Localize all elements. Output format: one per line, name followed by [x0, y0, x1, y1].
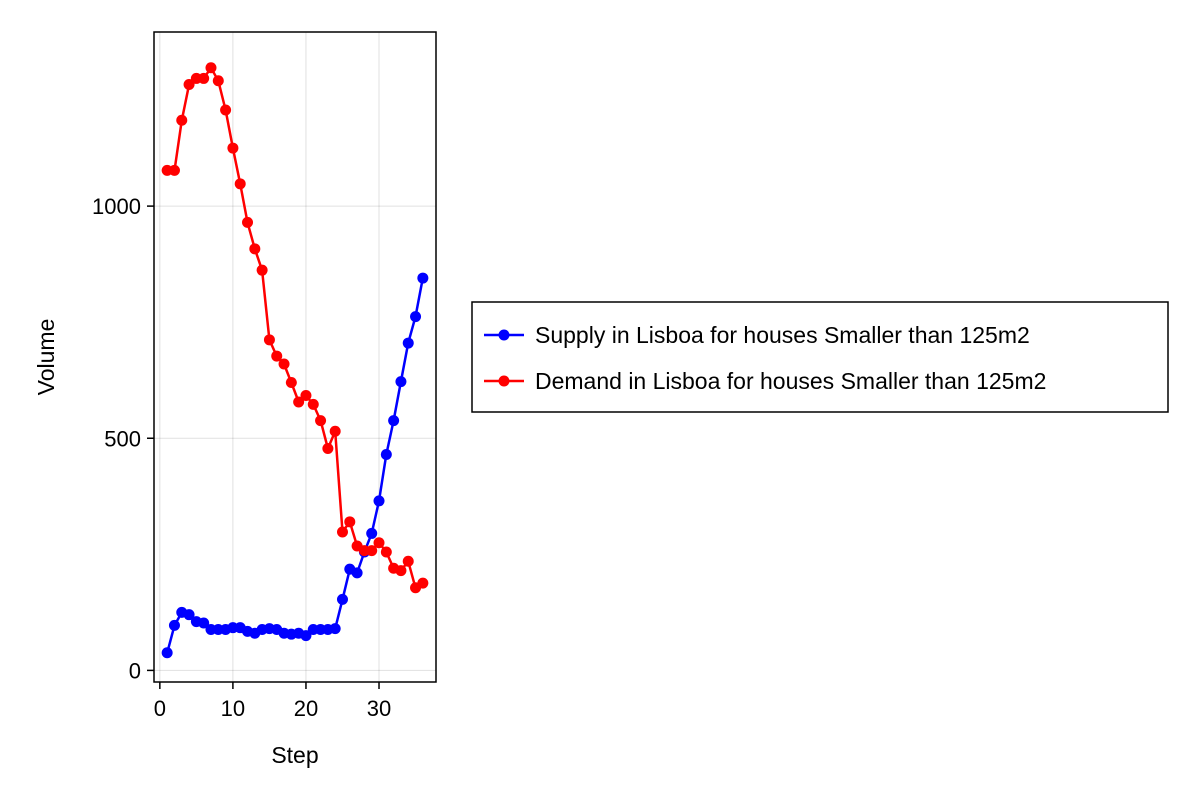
data-point	[256, 264, 268, 276]
data-point	[271, 350, 283, 362]
series-line	[167, 66, 424, 590]
data-point	[380, 546, 392, 558]
data-point	[336, 593, 348, 605]
data-point	[351, 567, 363, 579]
data-point	[263, 334, 275, 346]
data-point	[249, 243, 261, 255]
y-tick-label: 0	[129, 658, 141, 683]
legend-box	[471, 301, 1169, 413]
data-point	[315, 415, 327, 427]
legend-label: Demand in Lisboa for houses Smaller than…	[535, 368, 1046, 394]
x-tick-label: 30	[367, 696, 391, 721]
data-point	[402, 555, 414, 567]
data-point	[329, 623, 341, 635]
series-layer	[161, 62, 429, 659]
data-point	[285, 377, 297, 389]
data-point	[205, 62, 217, 74]
data-point	[322, 442, 334, 454]
axis-ticks: 0 10 20 30 0 500 1000	[92, 194, 391, 721]
x-tick-label: 0	[154, 696, 166, 721]
data-point	[220, 104, 232, 116]
x-tick-label: 10	[221, 696, 245, 721]
data-point	[183, 609, 195, 621]
x-axis-title: Step	[271, 742, 318, 768]
y-tick-label: 500	[104, 426, 141, 451]
data-point	[373, 495, 385, 507]
grid	[154, 32, 436, 682]
data-point	[380, 449, 392, 460]
data-point	[366, 527, 378, 539]
data-point	[336, 526, 348, 538]
series-1	[161, 272, 429, 659]
legend: Supply in Lisboa for houses Smaller than…	[471, 301, 1169, 413]
data-point	[300, 390, 312, 402]
data-point	[395, 376, 407, 388]
series-line	[165, 277, 425, 654]
data-point	[417, 577, 429, 589]
data-point	[242, 216, 254, 228]
data-point	[278, 358, 290, 370]
data-point	[388, 415, 400, 427]
data-point	[410, 311, 422, 323]
data-point	[227, 142, 239, 154]
x-tick-label: 20	[294, 696, 318, 721]
legend-swatch-marker	[498, 375, 510, 387]
data-point	[344, 516, 356, 528]
data-point	[198, 72, 210, 84]
data-point	[183, 78, 195, 90]
data-point	[300, 630, 312, 642]
data-point	[329, 425, 341, 437]
data-point	[168, 619, 180, 631]
data-point	[293, 396, 305, 408]
data-point	[234, 178, 246, 190]
data-point	[417, 272, 429, 284]
data-point	[402, 337, 414, 349]
legend-swatch-marker	[498, 329, 510, 341]
data-point	[176, 114, 188, 126]
series-2	[161, 62, 429, 594]
data-point	[161, 647, 173, 659]
data-point	[395, 565, 407, 577]
data-point	[212, 75, 224, 87]
data-point	[168, 164, 180, 176]
legend-label: Supply in Lisboa for houses Smaller than…	[535, 322, 1030, 348]
data-point	[198, 617, 210, 629]
y-tick-label: 1000	[92, 194, 141, 219]
data-point	[366, 545, 378, 557]
y-axis-title: Volume	[33, 319, 59, 396]
plot-frame	[153, 31, 437, 683]
data-point	[373, 537, 385, 549]
data-point	[307, 398, 319, 410]
